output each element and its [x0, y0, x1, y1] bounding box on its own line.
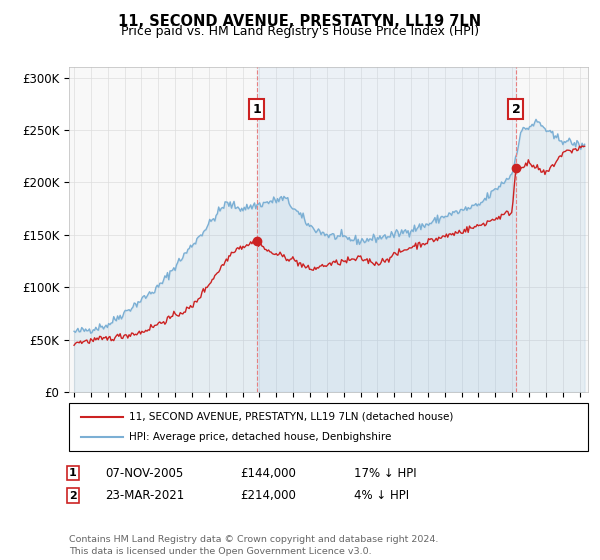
Text: £214,000: £214,000 [240, 489, 296, 502]
Text: Price paid vs. HM Land Registry's House Price Index (HPI): Price paid vs. HM Land Registry's House … [121, 25, 479, 38]
Bar [257, 67, 516, 392]
Text: 17% ↓ HPI: 17% ↓ HPI [354, 466, 416, 480]
Text: Contains HM Land Registry data © Crown copyright and database right 2024.
This d: Contains HM Land Registry data © Crown c… [69, 535, 439, 556]
Text: HPI: Average price, detached house, Denbighshire: HPI: Average price, detached house, Denb… [129, 432, 391, 442]
Text: 2: 2 [512, 102, 520, 115]
Text: 23-MAR-2021: 23-MAR-2021 [105, 489, 184, 502]
Text: 11, SECOND AVENUE, PRESTATYN, LL19 7LN (detached house): 11, SECOND AVENUE, PRESTATYN, LL19 7LN (… [129, 412, 454, 422]
Text: £144,000: £144,000 [240, 466, 296, 480]
Text: 4% ↓ HPI: 4% ↓ HPI [354, 489, 409, 502]
Text: 1: 1 [69, 468, 77, 478]
Text: 2: 2 [69, 491, 77, 501]
Text: 07-NOV-2005: 07-NOV-2005 [105, 466, 183, 480]
Text: 11, SECOND AVENUE, PRESTATYN, LL19 7LN: 11, SECOND AVENUE, PRESTATYN, LL19 7LN [118, 14, 482, 29]
Text: 1: 1 [253, 102, 261, 115]
